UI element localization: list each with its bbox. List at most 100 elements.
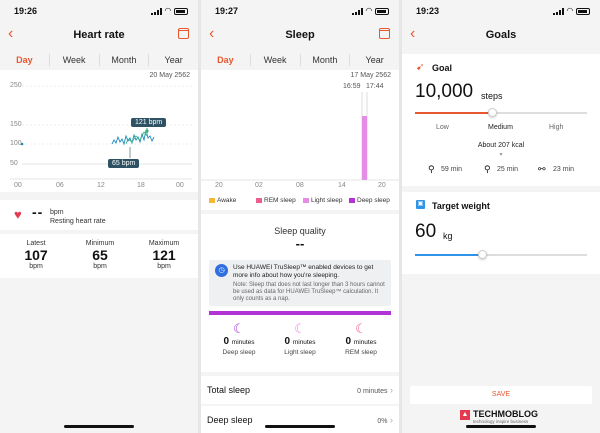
row-value: 0%	[377, 418, 388, 425]
breakdown-light: ☾ 0 minutes Light sleep	[270, 321, 330, 357]
tab-day[interactable]: Day	[201, 54, 251, 66]
max-bpm-callout: 121 bpm	[131, 118, 167, 127]
light-sleep-bar	[362, 116, 367, 180]
quality-title: Sleep quality	[274, 226, 326, 236]
tab-day[interactable]: Day	[0, 54, 50, 66]
deep-sleep-row[interactable]: Deep sleep 0% ›	[201, 406, 399, 433]
goal-slider-handle[interactable]	[488, 108, 497, 117]
tab-year[interactable]: Year	[164, 55, 183, 65]
signal-icon	[552, 7, 564, 15]
level-medium[interactable]: Medium	[488, 124, 513, 131]
stat-value: 65	[92, 247, 108, 263]
run-duration: 25 min	[497, 166, 519, 173]
wifi-icon: ◠	[566, 6, 573, 15]
home-indicator[interactable]	[64, 425, 134, 428]
legend-rem: REM sleep	[256, 197, 296, 204]
bike-duration: 23 min	[553, 166, 575, 173]
y-tick: 50	[10, 160, 18, 167]
back-icon[interactable]: ‹	[410, 25, 416, 42]
sleep-start-time: 16:59	[343, 83, 361, 90]
goal-unit: steps	[481, 91, 503, 101]
tab-year[interactable]: Year	[365, 55, 384, 65]
tab-month[interactable]: Month	[100, 54, 150, 66]
watch-icon: ◷	[215, 264, 228, 277]
goals-screen: 19:23 ◠ ‹ Goals ➹ Goal 10,000 steps Low …	[402, 0, 600, 433]
target-weight-card: ▣ Target weight 60 kg	[402, 192, 600, 274]
weight-slider-track	[415, 254, 587, 256]
page-title: Sleep	[285, 29, 315, 41]
kcal-estimate: About 207 kcal	[477, 142, 525, 149]
resting-label: Resting heart rate	[50, 218, 106, 225]
total-sleep-row[interactable]: Total sleep 0 minutes ›	[201, 376, 399, 404]
nav-bar: ‹ Goals	[402, 22, 600, 48]
x-tick: 18	[137, 182, 145, 189]
walk-icon: ⚲	[428, 164, 435, 174]
status-time: 19:26	[14, 6, 38, 16]
deep-swatch	[349, 198, 355, 203]
nav-bar: ‹ Sleep	[201, 22, 399, 48]
period-tabs: Day Week Month Year	[0, 50, 198, 70]
back-icon[interactable]: ‹	[8, 25, 14, 42]
stat-unit: bpm	[157, 263, 171, 270]
chevron-right-icon: ›	[390, 415, 393, 425]
quality-value: --	[295, 236, 305, 251]
x-tick: 00	[14, 182, 22, 189]
calendar-icon[interactable]	[178, 28, 189, 39]
status-bar: 19:26 ◠	[0, 0, 198, 22]
legend-label: Light sleep	[311, 197, 343, 204]
goal-label: Goal	[432, 63, 453, 73]
heart-rate-stats: Latest 107 bpm Minimum 65 bpm Maximum 12…	[0, 234, 198, 278]
scale-icon: ▣	[416, 200, 425, 209]
tab-week[interactable]: Week	[251, 54, 301, 66]
save-button[interactable]: SAVE	[410, 386, 592, 404]
awake-swatch	[209, 198, 215, 203]
home-indicator[interactable]	[265, 425, 335, 428]
moon-icon: ☾	[294, 321, 306, 336]
note-text: Note: Sleep that does not last longer th…	[233, 282, 385, 302]
period-tabs: Day Week Month Year	[201, 50, 399, 70]
x-tick: 20	[378, 182, 386, 189]
tab-week[interactable]: Week	[50, 54, 100, 66]
breakdown-unit: minutes	[353, 339, 377, 346]
trusleep-info-box: ◷ Use HUAWEI TruSleep™ enabled devices t…	[209, 260, 391, 306]
trusleep-text: Use HUAWEI TruSleep™ enabled devices to …	[233, 264, 374, 279]
weight-slider-handle[interactable]	[478, 250, 487, 259]
sleep-end-time: 17:44	[366, 83, 384, 90]
chart-plot	[201, 92, 399, 181]
breakdown-value: 0	[284, 336, 290, 347]
sleep-chart[interactable]: 17 May 2562 16:59 17:44 20 02 08 14 20	[201, 70, 399, 192]
stat-label: Minimum	[85, 240, 115, 247]
calendar-icon[interactable]	[379, 28, 390, 39]
status-time: 19:23	[416, 6, 440, 16]
weight-unit: kg	[443, 231, 453, 241]
x-tick: 00	[176, 182, 184, 189]
y-tick: 100	[10, 140, 22, 147]
stat-unit: bpm	[29, 263, 43, 270]
wifi-icon: ◠	[365, 6, 372, 15]
moon-z-icon: ☾	[233, 321, 245, 336]
signal-icon	[351, 7, 363, 15]
heart-icon: ♥	[14, 207, 22, 222]
heart-rate-chart[interactable]: 20 May 2562 250 150 100 50 121 bpm 65 bp…	[0, 70, 198, 192]
level-low[interactable]: Low	[436, 124, 449, 131]
resting-value: --	[32, 204, 44, 220]
tab-month[interactable]: Month	[301, 54, 351, 66]
battery-icon	[375, 7, 389, 15]
stat-latest: Latest 107 bpm	[6, 240, 66, 270]
back-icon[interactable]: ‹	[209, 25, 215, 42]
weight-value: 60	[415, 221, 437, 242]
breakdown-rem: ☾ 0 minutes REM sleep	[331, 322, 391, 357]
level-high[interactable]: High	[549, 124, 564, 131]
sleep-screen: 19:27 ◠ ‹ Sleep Day Week Month Year 17 M…	[201, 0, 399, 433]
legend-awake: Awake	[209, 197, 236, 204]
signal-icon	[150, 7, 162, 15]
step-goal-card: ➹ Goal 10,000 steps Low Medium High Abou…	[402, 54, 600, 186]
sleep-legend: Awake REM sleep Light sleep Deep sleep	[201, 192, 399, 210]
goal-slider-track	[415, 112, 587, 114]
page-title: Heart rate	[73, 29, 125, 41]
chart-date: 20 May 2562	[149, 72, 190, 79]
light-swatch	[303, 198, 309, 203]
home-indicator[interactable]	[466, 425, 536, 428]
status-bar: 19:27 ◠	[201, 0, 399, 22]
bike-icon: ⚯	[538, 164, 546, 174]
